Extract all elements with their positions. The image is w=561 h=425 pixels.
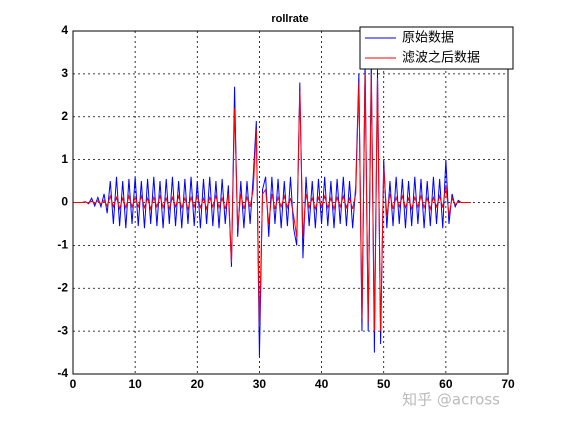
y-tick-label: 3 — [61, 66, 68, 80]
y-tick-label: -2 — [57, 280, 68, 294]
x-tick-label: 0 — [70, 377, 77, 391]
y-tick-label: 0 — [61, 195, 68, 209]
data-line — [73, 73, 471, 332]
x-tick-label: 50 — [377, 377, 391, 391]
legend-label: 滤波之后数据 — [402, 51, 480, 66]
x-tick-label: 30 — [253, 377, 267, 391]
x-tick-label: 40 — [315, 377, 329, 391]
y-tick-label: -4 — [57, 366, 68, 380]
data-line — [73, 61, 471, 357]
y-tick-label: 4 — [61, 23, 68, 37]
legend-box — [359, 26, 514, 70]
axes-box — [72, 30, 509, 375]
x-tick-label: 20 — [191, 377, 205, 391]
y-tick-label: -1 — [57, 238, 68, 252]
chart-title: rollrate — [271, 13, 308, 25]
x-tick-label: 60 — [439, 377, 453, 391]
y-tick-label: 2 — [61, 109, 68, 123]
x-tick-label: 70 — [501, 377, 515, 391]
watermark: 知乎 @across — [402, 391, 500, 409]
y-tick-label: 1 — [61, 152, 68, 166]
x-tick-label: 10 — [128, 377, 142, 391]
legend-label: 原始数据 — [402, 31, 454, 46]
y-tick-label: -3 — [57, 323, 68, 337]
